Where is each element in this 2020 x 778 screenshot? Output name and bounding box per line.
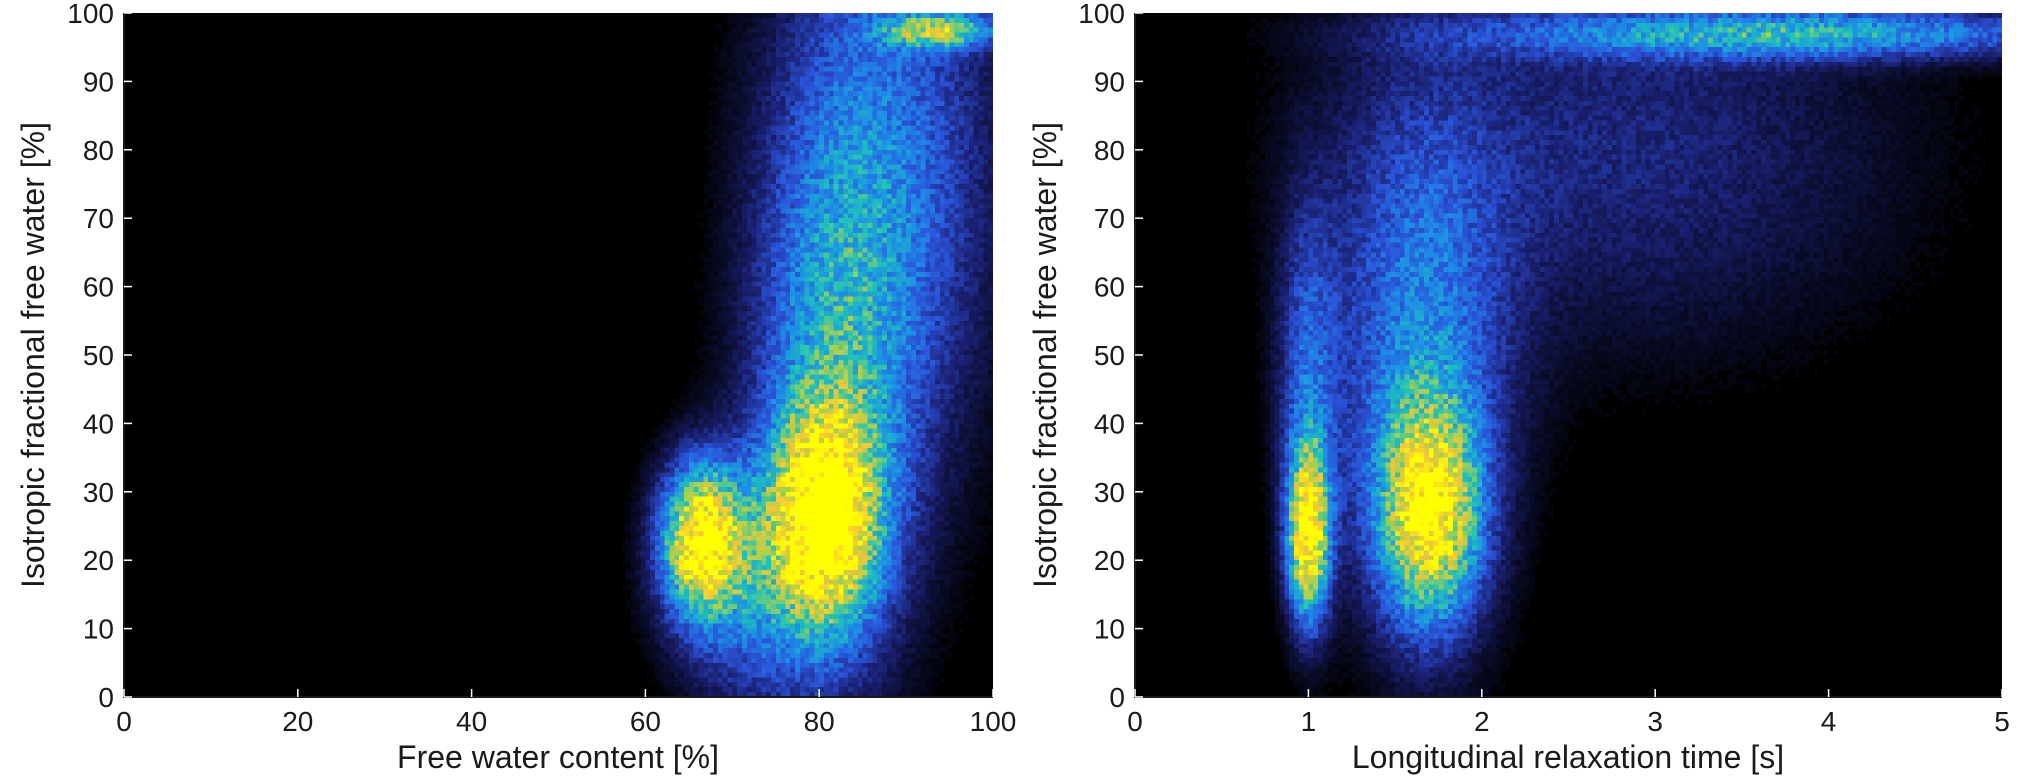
y-tick-label: 90 (83, 66, 114, 97)
x-tick-label: 20 (282, 706, 313, 737)
heatmap-panel-left: Free water content [%] Isotropic fractio… (15, 0, 1016, 775)
x-tick-label: 1 (1301, 706, 1317, 737)
x-axis-label-right: Longitudinal relaxation time [s] (1352, 739, 1784, 775)
y-tick-label: 70 (83, 203, 114, 234)
y-tick-label: 30 (1094, 477, 1125, 508)
y-tick-label: 0 (98, 682, 114, 713)
y-tick-label: 50 (83, 340, 114, 371)
y-tick-label: 60 (83, 272, 114, 303)
y-tick-label: 50 (1094, 340, 1125, 371)
x-tick-label: 5 (1994, 706, 2010, 737)
y-tick-label: 70 (1094, 203, 1125, 234)
heatmap-panel-right: Longitudinal relaxation time [s] Isotrop… (1027, 0, 2010, 775)
heatmap-density-cells (1135, 13, 2002, 697)
x-tick-label: 100 (970, 706, 1017, 737)
y-axis-label-left: Isotropic fractional free water [%] (15, 122, 51, 588)
y-tick-label: 40 (83, 408, 114, 439)
y-tick-label: 40 (1094, 408, 1125, 439)
y-axis-label-right: Isotropic fractional free water [%] (1027, 122, 1063, 588)
y-tick-label: 60 (1094, 272, 1125, 303)
y-tick-label: 90 (1094, 66, 1125, 97)
y-tick-label: 100 (67, 0, 114, 29)
x-tick-label: 2 (1474, 706, 1490, 737)
y-tick-label: 80 (83, 135, 114, 166)
y-tick-label: 0 (1109, 682, 1125, 713)
y-tick-label: 10 (1094, 614, 1125, 645)
heatmap-density-cells (124, 13, 993, 697)
x-tick-label: 3 (1647, 706, 1663, 737)
x-tick-label: 80 (804, 706, 835, 737)
y-tick-label: 100 (1078, 0, 1125, 29)
x-tick-label: 60 (630, 706, 661, 737)
y-tick-label: 20 (1094, 545, 1125, 576)
x-tick-label: 0 (1127, 706, 1143, 737)
y-tick-label: 30 (83, 477, 114, 508)
x-axis-label-left: Free water content [%] (397, 739, 719, 775)
x-tick-label: 40 (456, 706, 487, 737)
y-tick-label: 20 (83, 545, 114, 576)
y-tick-label: 80 (1094, 135, 1125, 166)
y-tick-label: 10 (83, 614, 114, 645)
x-tick-label: 4 (1821, 706, 1837, 737)
x-tick-label: 0 (116, 706, 132, 737)
